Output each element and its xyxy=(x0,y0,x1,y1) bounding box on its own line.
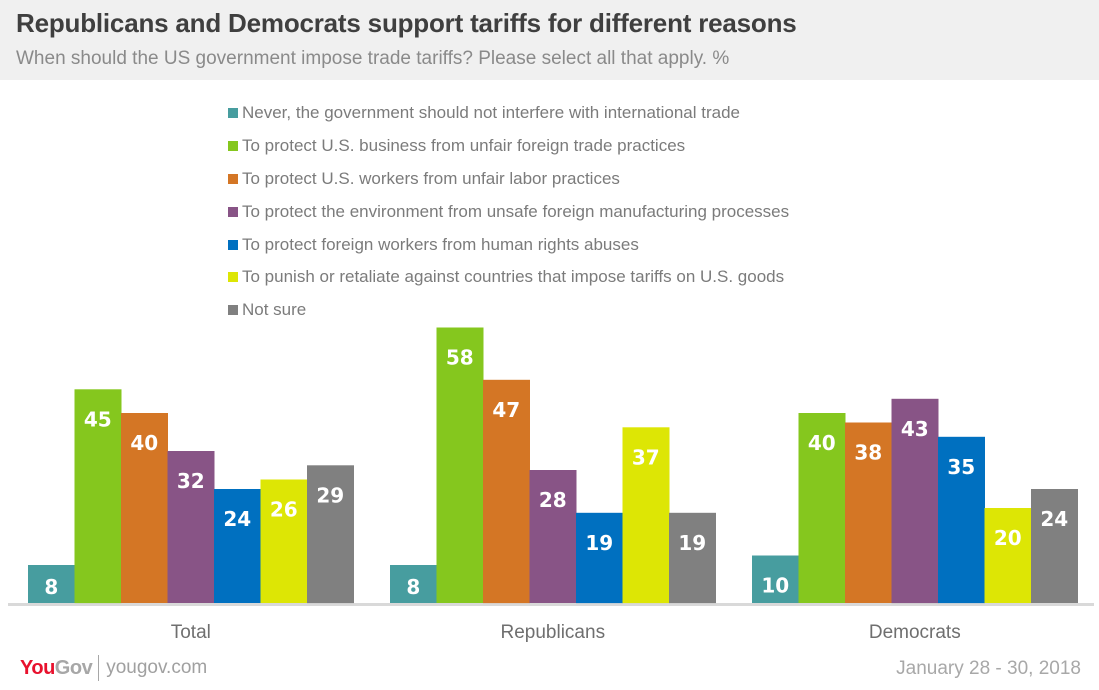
legend-swatch xyxy=(228,141,238,152)
data-label: 8 xyxy=(406,575,420,599)
legend-item: To protect the environment from unsafe f… xyxy=(228,195,789,228)
legend-label: To protect the environment from unsafe f… xyxy=(242,201,790,221)
bar xyxy=(214,489,261,603)
yougov-logo: You Gov yougov.com xyxy=(20,655,207,681)
legend-label: To protect U.S. business from unfair for… xyxy=(242,136,686,156)
legend-swatch xyxy=(228,173,238,184)
legend-label: To protect foreign workers from human ri… xyxy=(242,234,639,254)
bar xyxy=(436,327,484,603)
data-label: 24 xyxy=(1040,507,1068,531)
legend-item: Never, the government should not interfe… xyxy=(228,97,789,130)
bar xyxy=(622,427,670,604)
bar xyxy=(576,512,623,604)
legend-swatch xyxy=(228,108,238,119)
bar xyxy=(121,413,168,603)
data-label: 19 xyxy=(585,531,613,555)
bar xyxy=(529,470,577,603)
data-label: 35 xyxy=(947,455,975,479)
category-label: Total xyxy=(171,622,211,643)
bar xyxy=(891,398,939,604)
category-label: Democrats xyxy=(869,622,961,643)
data-label: 10 xyxy=(761,574,789,598)
data-label: 29 xyxy=(316,483,344,507)
bar xyxy=(752,555,799,603)
bar xyxy=(669,512,716,604)
legend-swatch xyxy=(228,272,238,283)
data-label: 19 xyxy=(678,531,706,555)
data-label: 28 xyxy=(539,488,567,512)
legend-swatch xyxy=(228,239,238,250)
data-label: 58 xyxy=(446,346,474,370)
data-label: 8 xyxy=(44,575,58,599)
legend-swatch xyxy=(228,305,238,316)
bar xyxy=(307,465,354,604)
chart-title: Republicans and Democrats support tariff… xyxy=(16,8,797,38)
bar xyxy=(260,479,308,603)
data-label: 47 xyxy=(492,398,520,422)
legend-item: To protect U.S. workers from unfair labo… xyxy=(228,163,789,196)
logo-gov-text: Gov xyxy=(54,656,93,679)
legend: Never, the government should not interfe… xyxy=(228,97,789,327)
legend-item: To punish or retaliate against countries… xyxy=(228,261,789,294)
data-label: 37 xyxy=(632,445,660,469)
category-label: Republicans xyxy=(501,622,606,643)
data-label: 43 xyxy=(901,417,929,441)
header-band: Republicans and Democrats support tariff… xyxy=(0,0,1099,80)
chart-subtitle: When should the US government impose tra… xyxy=(16,48,730,69)
legend-item: Not sure xyxy=(228,294,789,327)
bar xyxy=(28,565,75,603)
bar xyxy=(167,451,215,603)
legend-label: Not sure xyxy=(242,300,307,320)
data-label: 40 xyxy=(130,431,158,455)
legend-label: Never, the government should not interfe… xyxy=(242,103,741,123)
bar xyxy=(984,508,1032,603)
legend-label: To punish or retaliate against countries… xyxy=(242,267,785,287)
source-url: yougov.com xyxy=(106,657,208,678)
data-label: 20 xyxy=(994,526,1022,550)
legend-swatch xyxy=(228,206,238,217)
survey-date: January 28 - 30, 2018 xyxy=(896,658,1081,679)
bar xyxy=(1031,489,1078,603)
data-label: 40 xyxy=(808,431,836,455)
logo-divider xyxy=(98,655,100,681)
data-label: 38 xyxy=(854,441,882,465)
bar xyxy=(845,422,892,603)
data-label: 26 xyxy=(270,498,298,522)
bar xyxy=(798,413,846,603)
x-axis-baseline xyxy=(8,603,1094,606)
legend-item: To protect U.S. business from unfair for… xyxy=(228,130,789,163)
bar xyxy=(483,379,530,604)
logo-you-text: You xyxy=(20,656,55,679)
bar xyxy=(74,389,122,604)
data-label: 24 xyxy=(223,507,251,531)
legend-label: To protect U.S. workers from unfair labo… xyxy=(242,168,620,188)
legend-item: To protect foreign workers from human ri… xyxy=(228,228,789,261)
bar xyxy=(390,565,437,603)
data-label: 45 xyxy=(84,407,112,431)
data-label: 32 xyxy=(177,469,205,493)
bar xyxy=(938,436,985,604)
